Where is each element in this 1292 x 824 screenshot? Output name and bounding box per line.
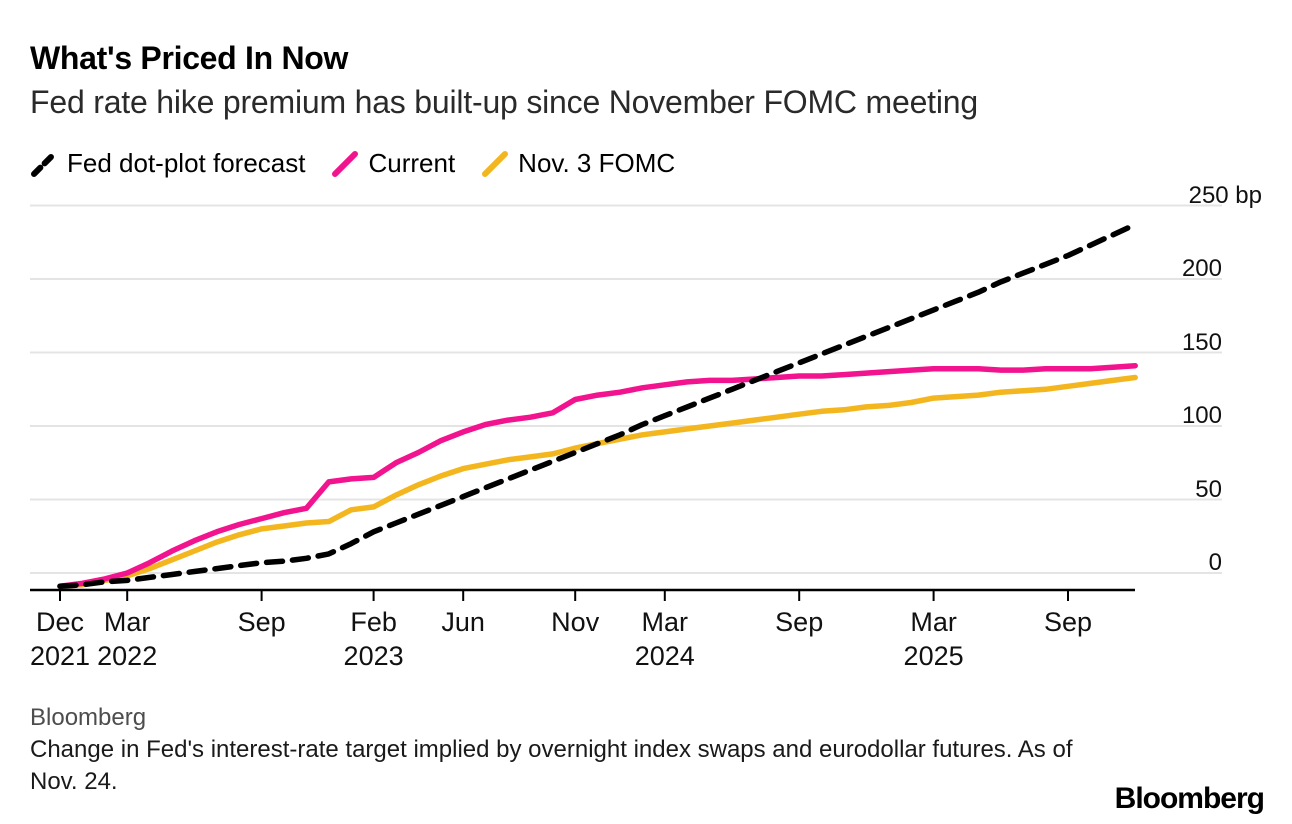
x-tick-label: Sep (1043, 607, 1093, 637)
x-tick-label: Feb 2023 (343, 607, 404, 671)
series-nov-3-fomc (57, 374, 1138, 589)
legend-item-nov3-fomc: Nov. 3 FOMC (481, 148, 675, 179)
source-label: Bloomberg (30, 704, 147, 731)
dashed-slash-icon (31, 150, 57, 177)
x-tick-label: Sep (775, 607, 824, 637)
pink-slash-icon (332, 150, 359, 177)
x-tick-label: Mar 2025 (903, 607, 964, 671)
legend-label: Nov. 3 FOMC (518, 148, 676, 178)
legend-label: Current (368, 148, 456, 178)
x-tick-label: Jun (441, 607, 485, 637)
series-current (57, 362, 1138, 589)
series-fed-dot-plot-forecast (57, 221, 1138, 589)
x-tick-label: Sep (237, 607, 286, 637)
footnote: Change in Fed's interest-rate target imp… (30, 736, 1073, 796)
y-tick-label: 150 (1181, 328, 1222, 356)
chart-legend: Fed dot-plot forecast Current Nov. 3 FOM… (30, 148, 675, 179)
x-tick-label: Mar 2022 (97, 607, 158, 671)
x-tick-label: Dec 2021 (29, 607, 91, 671)
legend-label: Fed dot-plot forecast (67, 148, 306, 178)
bloomberg-logo: Bloomberg (1114, 782, 1265, 815)
legend-item-current: Current (331, 148, 455, 179)
y-tick-label: 100 (1181, 402, 1222, 429)
y-tick-label: 250 bp (1188, 181, 1262, 209)
x-tick-label: Nov (551, 607, 600, 637)
yellow-slash-icon (482, 150, 509, 177)
legend-item-fed-dot-plot: Fed dot-plot forecast (30, 148, 305, 179)
y-tick-label: 50 (1195, 475, 1222, 503)
y-tick-label: 200 (1181, 255, 1222, 282)
x-tick-label: Mar 2024 (634, 607, 695, 671)
chart-title: What's Priced In Now (30, 40, 349, 76)
y-tick-label: 0 (1208, 549, 1222, 576)
chart-subtitle: Fed rate hike premium has built-up since… (30, 84, 978, 120)
